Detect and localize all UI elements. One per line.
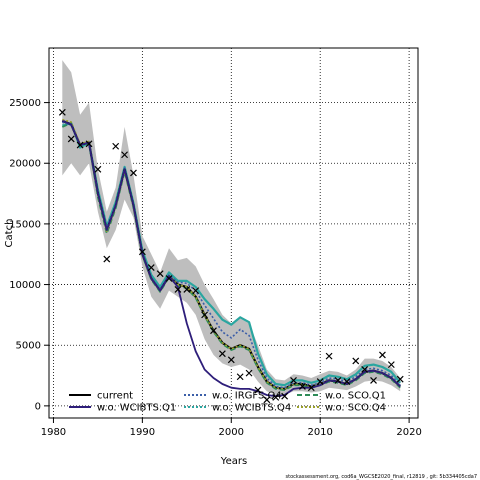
observed-catch-point	[272, 393, 280, 401]
observed-catch-point	[192, 287, 200, 295]
observed-catch-point	[361, 366, 369, 373]
observed-catch-point	[281, 392, 289, 400]
observed-catch-point	[183, 285, 191, 293]
y-tick-label: 10000	[9, 280, 41, 291]
observed-catch-point	[343, 378, 351, 386]
observed-catch-point	[201, 311, 209, 319]
x-tick-label: 1990	[130, 427, 155, 438]
x-tick-label: 2020	[396, 427, 421, 438]
y-tick-label: 0	[35, 401, 41, 412]
observed-catch-point	[58, 108, 66, 116]
y-axis-title: Catch	[4, 219, 15, 248]
observed-catch-point	[387, 361, 395, 369]
legend-label: w.o. WCIBTS.Q4	[212, 403, 291, 414]
observed-catch-point	[130, 169, 137, 177]
plot-frame	[48, 47, 419, 419]
series-line-0	[61, 119, 401, 390]
observed-catch-point	[370, 376, 377, 384]
y-tick-label: 20000	[9, 159, 41, 170]
legend-label: current	[97, 391, 133, 402]
observed-catch-point	[325, 352, 333, 360]
x-tick-label: 2000	[219, 427, 244, 438]
observed-catch-point	[236, 373, 244, 381]
observed-catch-point	[316, 378, 324, 386]
observed-catch-point	[210, 327, 217, 335]
y-tick-label: 15000	[9, 219, 41, 230]
confidence-band-layer	[62, 60, 401, 395]
observed-catch-point	[94, 165, 102, 173]
observed-catch-point	[112, 142, 120, 150]
x-axis-title: Years	[220, 456, 247, 467]
y-tick-label: 25000	[9, 98, 41, 109]
observed-catch-point	[103, 255, 111, 263]
observed-catch-point	[67, 135, 75, 143]
observed-catch-point	[290, 376, 297, 384]
observed-catch-point	[218, 350, 226, 358]
legend-label: w.o. SCO.Q1	[325, 391, 386, 402]
observed-catch-point	[307, 384, 315, 392]
legend-label: w.o. SCO.Q4	[325, 403, 386, 414]
series-line-1	[61, 119, 401, 398]
confidence-band	[62, 60, 401, 395]
observed-catch-point	[85, 140, 93, 148]
observed-catch-point	[396, 375, 404, 383]
observed-catch-point	[352, 357, 360, 365]
observed-catch-point	[121, 151, 129, 159]
legend-label: w.o. WCIBTS.Q1	[97, 403, 176, 414]
x-tick-label: 1980	[41, 427, 66, 438]
axes-layer: 1980 1990 2000 2010 2020 0 5000 10000 15000 20000…	[9, 98, 422, 438]
observed-catch-point	[174, 285, 182, 293]
observed-catch-point	[379, 351, 386, 359]
observed-catch-point	[138, 248, 146, 256]
observed-points-layer	[58, 108, 404, 404]
observed-catch-point	[147, 264, 155, 271]
observed-catch-point	[227, 356, 235, 364]
x-tick-label: 2010	[307, 427, 332, 438]
legend-label: w.o. IRGFS.Q4	[212, 391, 282, 402]
observed-catch-point	[263, 396, 271, 404]
observed-catch-point	[156, 270, 164, 278]
footer-note: stockassessment.org, cod6a_WGCSE2020_fin…	[286, 474, 477, 480]
observed-catch-point	[298, 383, 306, 390]
y-tick-label: 5000	[16, 341, 41, 352]
observed-catch-point	[165, 275, 173, 282]
legend: current w.o. IRGFS.Q4 w.o. SCO.Q1 w.o. WCIB…	[69, 391, 386, 414]
observed-catch-point	[254, 386, 262, 394]
observed-catch-point	[76, 141, 84, 149]
observed-catch-point	[334, 376, 342, 384]
observed-catch-point	[245, 369, 253, 377]
